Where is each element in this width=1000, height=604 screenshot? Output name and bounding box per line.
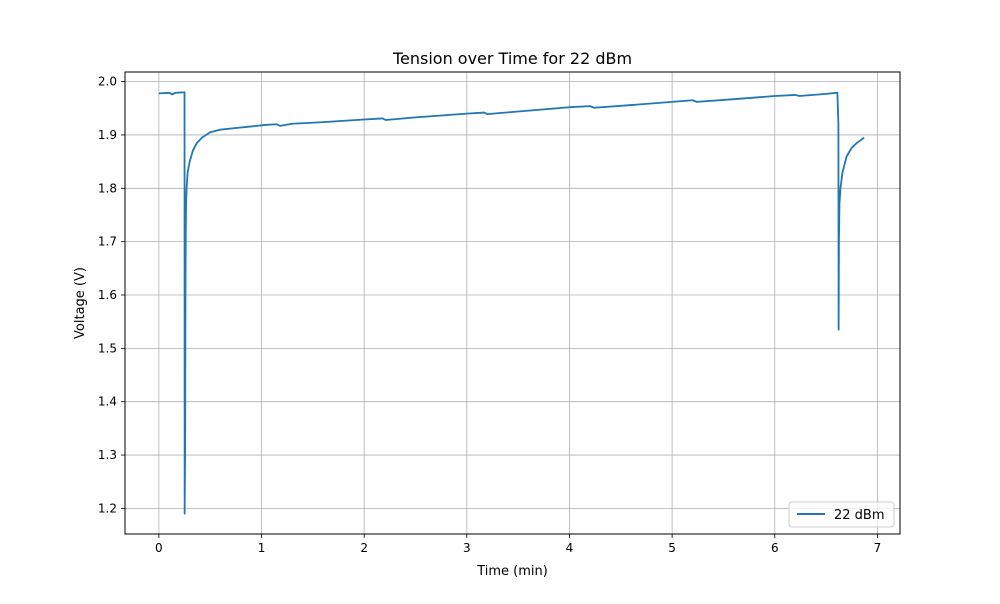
series-layer (158, 91, 865, 515)
x-tick-label: 5 (668, 541, 676, 555)
x-tick-label: 2 (360, 541, 368, 555)
x-axis-label: Time (min) (476, 564, 548, 579)
legend-box (788, 501, 895, 528)
y-tick-label: 1.7 (98, 235, 117, 249)
y-tick-label: 1.6 (98, 288, 117, 302)
y-tick-label: 1.2 (98, 501, 117, 515)
x-tick-label: 4 (566, 541, 574, 555)
ticks: 0 1 2 3 4 5 6 7 1.2 1.3 1.4 1.5 1.6 1.7 1.8 1.9 2.0 (98, 75, 881, 555)
y-tick-label: 1.5 (98, 341, 117, 355)
x-tick-label: 0 (155, 541, 163, 555)
x-tick-label: 1 (258, 541, 266, 555)
x-tick-label: 3 (463, 541, 471, 555)
grid (125, 72, 900, 534)
y-tick-label: 1.9 (98, 128, 117, 142)
y-tick-label: 2.0 (98, 75, 117, 89)
legend-label: 22 dBm (834, 508, 885, 523)
chart-title: Tension over Time for 22 dBm (392, 49, 632, 68)
axes-frame (124, 71, 901, 535)
y-axis-label: Voltage (V) (73, 267, 88, 339)
x-tick-label: 7 (874, 541, 882, 555)
series-line (158, 91, 865, 515)
legend: 22 dBm (788, 501, 895, 528)
y-tick-label: 1.3 (98, 448, 117, 462)
y-tick-label: 1.4 (98, 395, 117, 409)
x-tick-label: 6 (771, 541, 779, 555)
y-tick-label: 1.8 (98, 181, 117, 195)
